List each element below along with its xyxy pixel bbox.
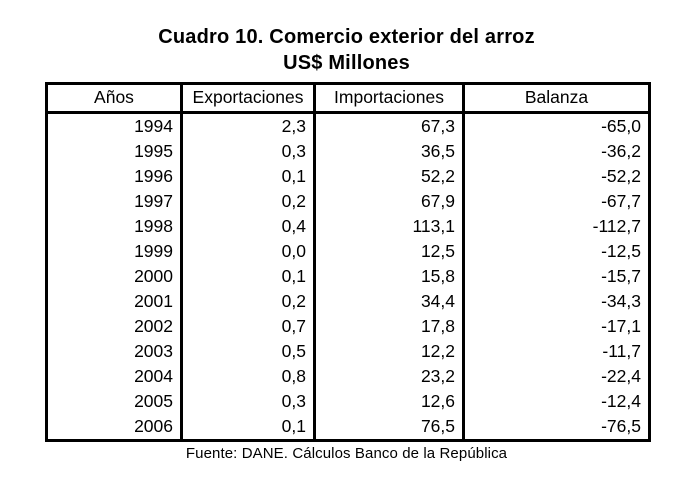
year-cell: 2006 [134, 415, 173, 436]
value-cell: 67,3 [313, 112, 464, 139]
table-row: 2001 0,2 34,4 -34,3 [47, 288, 650, 314]
value-cell: -112,7 [462, 213, 650, 239]
value-cell: 0,2 [180, 188, 315, 214]
data-table: Años Exportaciones Importaciones Balanza… [45, 81, 651, 442]
year-cell: 2002 [134, 315, 173, 336]
value-cell: 0,3 [180, 138, 315, 164]
header-row: Años Exportaciones Importaciones Balanza [46, 83, 650, 114]
table-body: 1994 2,3 67,3 -65,0 1995 0,3 36,5 -36,2 1996 0,1 5… [47, 112, 650, 441]
table-row: 2003 0,5 12,2 -11,7 [47, 338, 650, 364]
value-cell: -76,5 [462, 413, 650, 441]
column-header-importaciones: Importaciones [313, 83, 464, 114]
table-row: 2005 0,3 12,6 -12,4 [47, 388, 650, 414]
year-cell: 1995 [134, 140, 173, 161]
value-cell: -67,7 [462, 188, 650, 214]
value-cell: 0,4 [180, 213, 315, 239]
value-cell: 36,5 [313, 138, 464, 164]
value-cell: 2,3 [180, 112, 315, 139]
year-cell: 2004 [134, 365, 173, 386]
value-cell: -65,0 [462, 112, 650, 139]
table-row: 2006 0,1 76,5 -76,5 [47, 413, 650, 441]
value-cell: 12,6 [313, 388, 464, 414]
value-cell: 23,2 [313, 363, 464, 389]
table-row: 1998 0,4 113,1 -112,7 [47, 213, 650, 239]
table-header: Años Exportaciones Importaciones Balanza [46, 83, 650, 114]
value-cell: 15,8 [313, 263, 464, 289]
table-subtitle: US$ Millones [283, 52, 410, 75]
value-cell: 113,1 [313, 213, 464, 239]
value-cell: 76,5 [313, 413, 464, 441]
value-cell: 12,2 [313, 338, 464, 364]
value-cell: -15,7 [462, 263, 650, 289]
value-cell: 0,2 [180, 288, 315, 314]
table-row: 2004 0,8 23,2 -22,4 [47, 363, 650, 389]
value-cell: -36,2 [462, 138, 650, 164]
value-cell: 0,1 [180, 163, 315, 189]
value-cell: 34,4 [313, 288, 464, 314]
value-cell: 52,2 [313, 163, 464, 189]
column-header-anos: Años [46, 83, 182, 114]
value-cell: -34,3 [462, 288, 650, 314]
year-cell: 1994 [134, 115, 173, 136]
table-title: Cuadro 10. Comercio exterior del arroz [158, 26, 535, 48]
title-block: Cuadro 10. Comercio exterior del arroz U… [45, 24, 648, 77]
table-row: 1997 0,2 67,9 -67,7 [47, 188, 650, 214]
table-row: 2002 0,7 17,8 -17,1 [47, 313, 650, 339]
column-header-balanza: Balanza [462, 83, 650, 114]
value-cell: 0,0 [180, 238, 315, 264]
source-note: Fuente: DANE. Cálculos Banco de la Repúb… [185, 444, 508, 462]
value-cell: 0,7 [180, 313, 315, 339]
year-cell: 2000 [134, 265, 173, 286]
value-cell: 67,9 [313, 188, 464, 214]
value-cell: 0,3 [180, 388, 315, 414]
year-cell: 1996 [134, 165, 173, 186]
table-row: 1995 0,3 36,5 -36,2 [47, 138, 650, 164]
column-header-exportaciones: Exportaciones [180, 83, 315, 114]
value-cell: -12,5 [462, 238, 650, 264]
value-cell: 17,8 [313, 313, 464, 339]
table-row: 2000 0,1 15,8 -15,7 [47, 263, 650, 289]
value-cell: 0,5 [180, 338, 315, 364]
value-cell: 12,5 [313, 238, 464, 264]
year-cell: 1997 [134, 190, 173, 211]
value-cell: 0,1 [180, 263, 315, 289]
value-cell: -17,1 [462, 313, 650, 339]
value-cell: -22,4 [462, 363, 650, 389]
table-row: 1996 0,1 52,2 -52,2 [47, 163, 650, 189]
year-cell: 2001 [134, 290, 173, 311]
value-cell: 0,8 [180, 363, 315, 389]
year-cell: 2003 [134, 340, 173, 361]
year-cell: 2005 [134, 390, 173, 411]
value-cell: -52,2 [462, 163, 650, 189]
value-cell: -12,4 [462, 388, 650, 414]
year-cell: 1998 [134, 215, 173, 236]
value-cell: -11,7 [462, 338, 650, 364]
year-cell: 1999 [134, 240, 173, 261]
table-row: 1994 2,3 67,3 -65,0 [47, 112, 650, 139]
value-cell: 0,1 [180, 413, 315, 441]
table-row: 1999 0,0 12,5 -12,5 [47, 238, 650, 264]
